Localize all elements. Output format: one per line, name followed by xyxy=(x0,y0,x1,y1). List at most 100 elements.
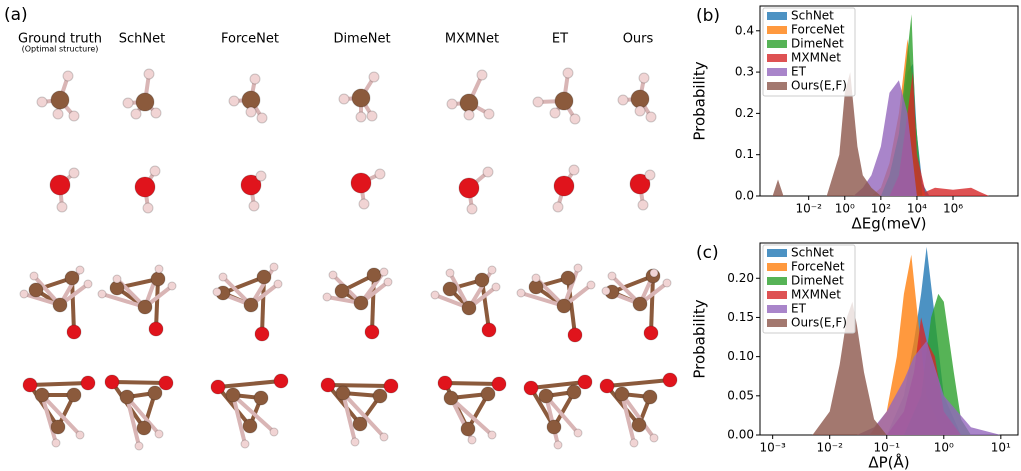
legend-label: SchNet xyxy=(791,9,834,23)
bond xyxy=(607,380,670,386)
atom xyxy=(553,202,563,212)
atom xyxy=(352,89,370,107)
atom xyxy=(384,379,398,393)
atom xyxy=(468,436,476,444)
atom xyxy=(351,173,371,193)
atom xyxy=(574,264,582,272)
atom xyxy=(375,169,385,179)
atom xyxy=(51,91,69,109)
atom xyxy=(483,167,493,177)
legend-swatch xyxy=(767,291,787,299)
atom xyxy=(155,430,163,438)
legend-label: SchNet xyxy=(791,246,834,260)
atom xyxy=(554,441,562,449)
atom xyxy=(557,299,571,313)
atom xyxy=(98,290,106,298)
atom xyxy=(151,272,165,286)
atom xyxy=(481,387,495,401)
atom xyxy=(213,288,221,296)
atom xyxy=(467,204,477,214)
atom xyxy=(67,325,81,339)
legend-label: ET xyxy=(791,302,807,316)
atom xyxy=(81,376,95,390)
atom xyxy=(475,273,489,287)
atom xyxy=(524,381,538,395)
atom xyxy=(650,269,658,277)
atom xyxy=(150,166,160,176)
atom xyxy=(321,378,335,392)
legend-swatch xyxy=(767,249,787,257)
atom xyxy=(367,268,381,282)
atom xyxy=(461,422,475,436)
atom xyxy=(274,374,288,388)
atom xyxy=(630,439,638,447)
atom xyxy=(151,108,161,118)
atom xyxy=(484,109,494,119)
atom xyxy=(488,431,496,439)
atom xyxy=(250,74,260,84)
y-tick-label: 0.10 xyxy=(727,349,754,363)
x-tick-label: 10² xyxy=(871,202,891,216)
atom xyxy=(137,421,151,435)
atom xyxy=(380,433,388,441)
x-tick-label: 10⁰ xyxy=(835,202,855,216)
x-tick-label: 10¹ xyxy=(991,441,1011,455)
atom xyxy=(226,388,240,402)
atom xyxy=(50,175,70,195)
y-tick-label: 0.15 xyxy=(727,310,754,324)
atom xyxy=(76,266,84,274)
atom xyxy=(246,107,256,117)
atom xyxy=(144,69,154,79)
atom xyxy=(517,289,525,297)
atom xyxy=(608,272,616,280)
atom xyxy=(446,269,454,277)
x-axis-label: ΔEg(meV) xyxy=(851,215,926,233)
atom xyxy=(229,96,239,106)
atom xyxy=(554,176,574,196)
x-tick-label: 10⁰ xyxy=(934,441,954,455)
atom xyxy=(492,377,506,391)
atom xyxy=(353,417,367,431)
atom xyxy=(30,272,38,280)
legend-swatch xyxy=(767,277,787,285)
atom xyxy=(639,73,649,83)
atom xyxy=(135,442,143,450)
panel-label: (c) xyxy=(696,243,719,263)
atom xyxy=(123,98,133,108)
atom xyxy=(600,379,614,393)
atom xyxy=(323,293,331,301)
column-label: ForceNet xyxy=(221,32,279,47)
atom xyxy=(270,263,278,271)
atom xyxy=(532,274,540,282)
atom xyxy=(136,93,154,111)
legend-label: DimeNet xyxy=(791,274,844,288)
atom xyxy=(384,278,392,286)
column-label: Ours xyxy=(623,32,654,47)
atom xyxy=(365,325,379,339)
bond xyxy=(328,385,391,386)
atom xyxy=(255,327,269,341)
legend-swatch xyxy=(767,26,787,34)
atom xyxy=(242,91,260,109)
atom xyxy=(148,386,162,400)
atom xyxy=(646,112,656,122)
atom xyxy=(135,177,155,197)
atom xyxy=(351,438,359,446)
x-tick-label: 10⁻¹ xyxy=(874,441,901,455)
atom xyxy=(459,178,479,198)
atom xyxy=(615,387,629,401)
atom xyxy=(492,283,500,291)
atom xyxy=(113,275,121,283)
atom xyxy=(373,389,387,403)
atom xyxy=(257,270,271,284)
atom xyxy=(274,280,282,288)
atom xyxy=(51,420,65,434)
legend-swatch xyxy=(767,40,787,48)
legend-swatch xyxy=(767,68,787,76)
atom xyxy=(367,111,377,121)
y-tick-label: 0.20 xyxy=(727,271,754,285)
legend-swatch xyxy=(767,305,787,313)
atom xyxy=(354,296,368,310)
atom xyxy=(380,268,388,276)
